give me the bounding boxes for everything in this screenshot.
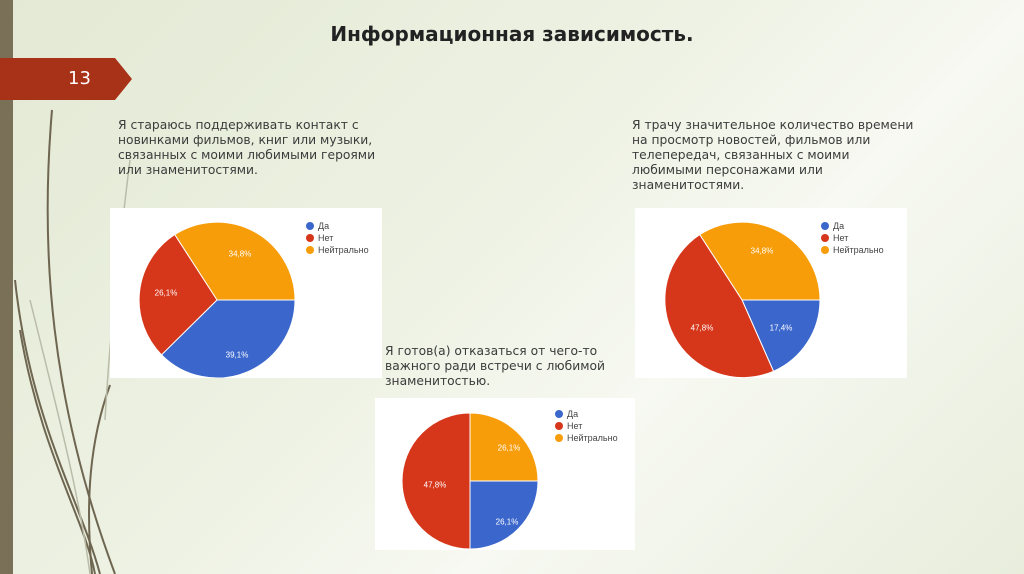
pie-label-yes: 26,1%	[495, 517, 519, 527]
legend-item-neutral: Нейтрально	[306, 244, 369, 256]
legend-item-neutral: Нейтрально	[555, 432, 618, 444]
legend-dot-neutral-icon	[306, 246, 314, 254]
legend-center: Да Нет Нейтрально	[555, 408, 618, 444]
legend-dot-yes-icon	[306, 222, 314, 230]
caption-right: Я трачу значительное количество времени …	[632, 118, 914, 192]
pie-label-neutral: 26,1%	[497, 443, 521, 453]
legend-dot-neutral-icon	[555, 434, 563, 442]
pie-label-neutral: 34,8%	[750, 246, 774, 256]
slide-title: Информационная зависимость.	[330, 22, 694, 46]
legend-dot-neutral-icon	[821, 246, 829, 254]
legend-item-yes: Да	[555, 408, 618, 420]
pie-label-neutral: 34,8%	[228, 249, 252, 259]
legend-item-neutral: Нейтрально	[821, 244, 884, 256]
slide-number: 13	[68, 68, 91, 89]
legend-dot-no-icon	[821, 234, 829, 242]
legend-item-yes: Да	[821, 220, 884, 232]
legend-left: Да Нет Нейтрально	[306, 220, 369, 256]
decorative-grass-lines	[14, 109, 131, 574]
legend-right: Да Нет Нейтрально	[821, 220, 884, 256]
legend-item-yes: Да	[306, 220, 369, 232]
pie-svg-center	[401, 412, 539, 550]
legend-item-no: Нет	[555, 420, 618, 432]
legend-dot-no-icon	[555, 422, 563, 430]
pie-label-yes: 17,4%	[769, 323, 793, 333]
legend-dot-yes-icon	[555, 410, 563, 418]
pie-label-yes: 39,1%	[225, 350, 249, 360]
pie-chart-left: 34,8% 26,1% 39,1% Да Нет Нейтрально	[110, 208, 382, 378]
legend-dot-no-icon	[306, 234, 314, 242]
legend-item-no: Нет	[821, 232, 884, 244]
legend-dot-yes-icon	[821, 222, 829, 230]
pie-svg-left	[138, 221, 296, 378]
caption-center: Я готов(а) отказаться от чего-то важного…	[385, 344, 606, 388]
caption-left: Я стараюсь поддерживать контакт с новинк…	[118, 118, 376, 177]
pie-label-no: 47,8%	[690, 323, 714, 333]
pie-label-no: 47,8%	[423, 480, 447, 490]
pie-svg-right	[664, 221, 821, 378]
pie-label-no: 26,1%	[154, 288, 178, 298]
pie-chart-center: 26,1% 47,8% 26,1% Да Нет Нейтрально	[375, 398, 635, 550]
left-accent-bar	[0, 0, 13, 574]
pie-chart-right: 34,8% 47,8% 17,4% Да Нет Нейтрально	[635, 208, 907, 378]
slide-number-badge: 13	[0, 58, 132, 100]
legend-item-no: Нет	[306, 232, 369, 244]
